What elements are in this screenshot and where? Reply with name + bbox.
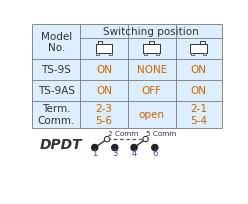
Text: Model
No.: Model No. xyxy=(41,32,72,53)
Text: Term.
Comm.: Term. Comm. xyxy=(38,104,75,125)
Bar xyxy=(156,54,159,56)
Bar xyxy=(191,54,194,56)
Text: open: open xyxy=(139,110,165,120)
Text: TS-9AS: TS-9AS xyxy=(38,86,75,96)
Text: 6: 6 xyxy=(152,149,157,158)
Bar xyxy=(95,45,113,54)
Text: ON: ON xyxy=(191,65,207,75)
Text: Switching position: Switching position xyxy=(103,27,199,37)
Bar xyxy=(190,45,207,54)
Text: ON: ON xyxy=(191,86,207,96)
Text: 5 Comm: 5 Comm xyxy=(146,130,177,136)
Text: OFF: OFF xyxy=(142,86,162,96)
Text: TS-9S: TS-9S xyxy=(41,65,71,75)
Circle shape xyxy=(104,137,110,142)
Circle shape xyxy=(143,137,148,142)
Bar xyxy=(200,42,205,45)
Text: ON: ON xyxy=(96,86,112,96)
Text: 4: 4 xyxy=(131,149,137,158)
Circle shape xyxy=(112,145,118,151)
Bar xyxy=(96,54,99,56)
Bar xyxy=(144,54,147,56)
Text: 2-1
5-4: 2-1 5-4 xyxy=(190,104,207,125)
Text: 3: 3 xyxy=(112,149,118,158)
Text: 1: 1 xyxy=(92,149,97,158)
Bar xyxy=(203,54,206,56)
Circle shape xyxy=(92,145,98,151)
Text: NONE: NONE xyxy=(137,65,167,75)
Text: 2 Comm: 2 Comm xyxy=(108,130,138,136)
Bar xyxy=(98,42,102,45)
Text: DPDT: DPDT xyxy=(39,138,82,152)
Bar xyxy=(32,25,222,128)
Bar xyxy=(109,54,112,56)
Bar xyxy=(143,45,160,54)
Bar xyxy=(150,42,154,45)
Circle shape xyxy=(131,145,137,151)
Text: ON: ON xyxy=(96,65,112,75)
Text: 2-3
5-6: 2-3 5-6 xyxy=(95,104,113,125)
Circle shape xyxy=(152,145,158,151)
